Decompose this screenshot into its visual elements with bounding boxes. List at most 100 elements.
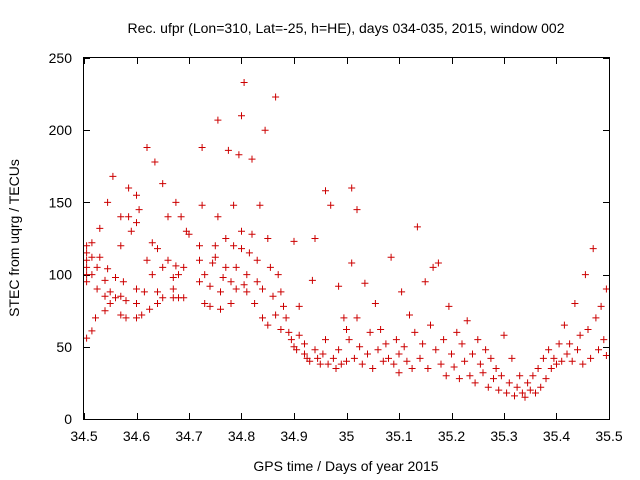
- data-point: [440, 336, 448, 344]
- data-point: [125, 184, 133, 192]
- data-point: [487, 354, 495, 362]
- data-point: [175, 271, 182, 279]
- y-tick-label: 200: [49, 122, 73, 138]
- data-point: [387, 253, 395, 261]
- data-point: [581, 271, 589, 279]
- data-point: [117, 213, 125, 221]
- data-point: [476, 360, 484, 368]
- data-point: [537, 383, 545, 391]
- data-point: [101, 292, 109, 300]
- data-point: [133, 314, 140, 322]
- data-point: [461, 357, 469, 365]
- data-point: [427, 321, 434, 329]
- data-point: [172, 262, 180, 270]
- data-point: [592, 314, 600, 322]
- data-point: [117, 292, 125, 300]
- data-point: [602, 285, 610, 293]
- data-point: [406, 311, 413, 319]
- data-point: [169, 285, 177, 293]
- data-point: [358, 360, 366, 368]
- data-point: [217, 305, 224, 313]
- data-point: [222, 263, 230, 271]
- y-tick-label: 250: [49, 50, 73, 66]
- data-point: [343, 357, 350, 365]
- data-point: [238, 227, 245, 235]
- data-point: [524, 379, 532, 387]
- data-point: [240, 281, 248, 289]
- data-point: [280, 302, 287, 310]
- x-tick-label: 35.2: [438, 428, 465, 444]
- data-point: [490, 375, 497, 383]
- data-point: [403, 357, 411, 365]
- y-tick-label: 50: [56, 339, 72, 355]
- data-point: [574, 346, 581, 354]
- data-point: [348, 259, 356, 267]
- data-point: [235, 151, 243, 159]
- data-point: [232, 263, 240, 271]
- data-point: [196, 256, 203, 264]
- data-point: [198, 144, 206, 151]
- x-tick-label: 35: [339, 428, 355, 444]
- data-point: [112, 294, 119, 302]
- data-point: [542, 375, 550, 383]
- data-point: [290, 237, 298, 245]
- data-point: [589, 245, 597, 253]
- data-point: [532, 389, 539, 397]
- data-point: [366, 328, 374, 336]
- data-point: [272, 311, 280, 319]
- data-point: [261, 126, 269, 134]
- data-point: [484, 383, 492, 391]
- data-point: [206, 282, 214, 290]
- data-point: [322, 187, 329, 195]
- data-point: [335, 282, 343, 290]
- data-point: [269, 292, 277, 300]
- data-point: [83, 242, 91, 250]
- data-point: [521, 393, 529, 401]
- data-point: [419, 340, 427, 348]
- data-point: [547, 365, 555, 372]
- data-point: [327, 201, 335, 209]
- data-point: [285, 328, 293, 336]
- data-point: [253, 278, 261, 286]
- x-tick-label: 35.4: [543, 428, 570, 444]
- data-point: [455, 375, 463, 383]
- data-point: [88, 327, 96, 335]
- data-point: [219, 274, 227, 281]
- data-point: [112, 274, 119, 281]
- data-point: [133, 191, 140, 199]
- data-point: [127, 227, 135, 235]
- data-point: [133, 300, 140, 307]
- data-point: [201, 271, 209, 279]
- data-point: [227, 300, 235, 307]
- data-point: [311, 235, 319, 242]
- data-point: [154, 288, 161, 296]
- data-point: [133, 219, 140, 227]
- data-point: [364, 350, 371, 358]
- data-point: [469, 350, 476, 358]
- data-point: [206, 302, 214, 310]
- data-point: [508, 354, 516, 362]
- data-point: [558, 357, 566, 365]
- data-point: [148, 239, 156, 247]
- data-point: [434, 259, 442, 267]
- data-point: [382, 340, 390, 348]
- data-point: [369, 365, 377, 372]
- data-point: [563, 350, 571, 358]
- data-point: [83, 263, 91, 271]
- data-point: [314, 354, 322, 362]
- data-point: [164, 256, 172, 264]
- data-point: [495, 386, 503, 394]
- data-point: [122, 314, 130, 322]
- data-point: [287, 336, 295, 344]
- data-point: [277, 288, 285, 296]
- data-point: [243, 288, 251, 296]
- data-point: [109, 172, 117, 180]
- data-point: [348, 184, 356, 192]
- data-point: [201, 300, 209, 307]
- data-point: [335, 346, 343, 354]
- data-point: [539, 354, 547, 362]
- data-point: [445, 302, 453, 310]
- data-point: [453, 328, 461, 336]
- data-point: [264, 321, 272, 329]
